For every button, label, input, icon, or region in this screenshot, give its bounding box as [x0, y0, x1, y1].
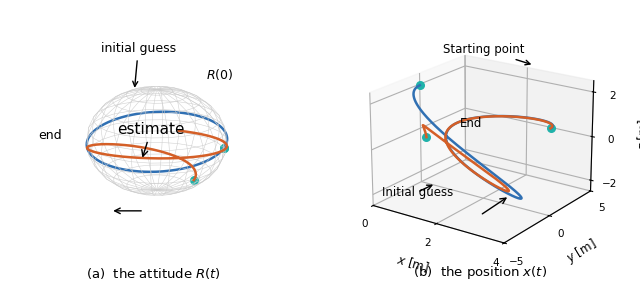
- Text: (b)  the position $x(t)$: (b) the position $x(t)$: [413, 264, 547, 281]
- Text: (a)  the attitude $R(t)$: (a) the attitude $R(t)$: [86, 266, 221, 281]
- Y-axis label: $y$ [m]: $y$ [m]: [563, 236, 600, 267]
- Text: initial guess: initial guess: [100, 42, 176, 86]
- Text: End: End: [460, 117, 483, 130]
- X-axis label: $x$ [m]: $x$ [m]: [396, 252, 431, 275]
- Text: Initial guess: Initial guess: [381, 185, 453, 199]
- Text: end: end: [38, 129, 62, 142]
- Text: $R(0)$: $R(0)$: [207, 67, 234, 82]
- Text: Starting point: Starting point: [443, 43, 530, 65]
- Text: estimate: estimate: [118, 122, 185, 156]
